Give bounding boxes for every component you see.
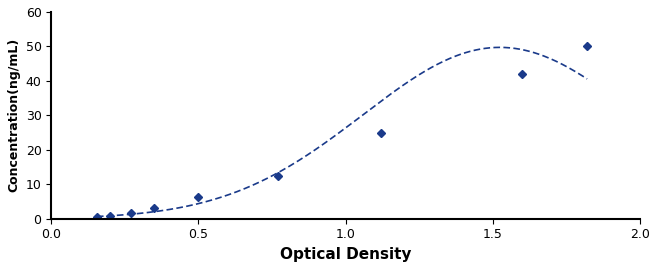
Y-axis label: Concentration(ng/mL): Concentration(ng/mL) [7,38,20,193]
X-axis label: Optical Density: Optical Density [280,247,411,262]
